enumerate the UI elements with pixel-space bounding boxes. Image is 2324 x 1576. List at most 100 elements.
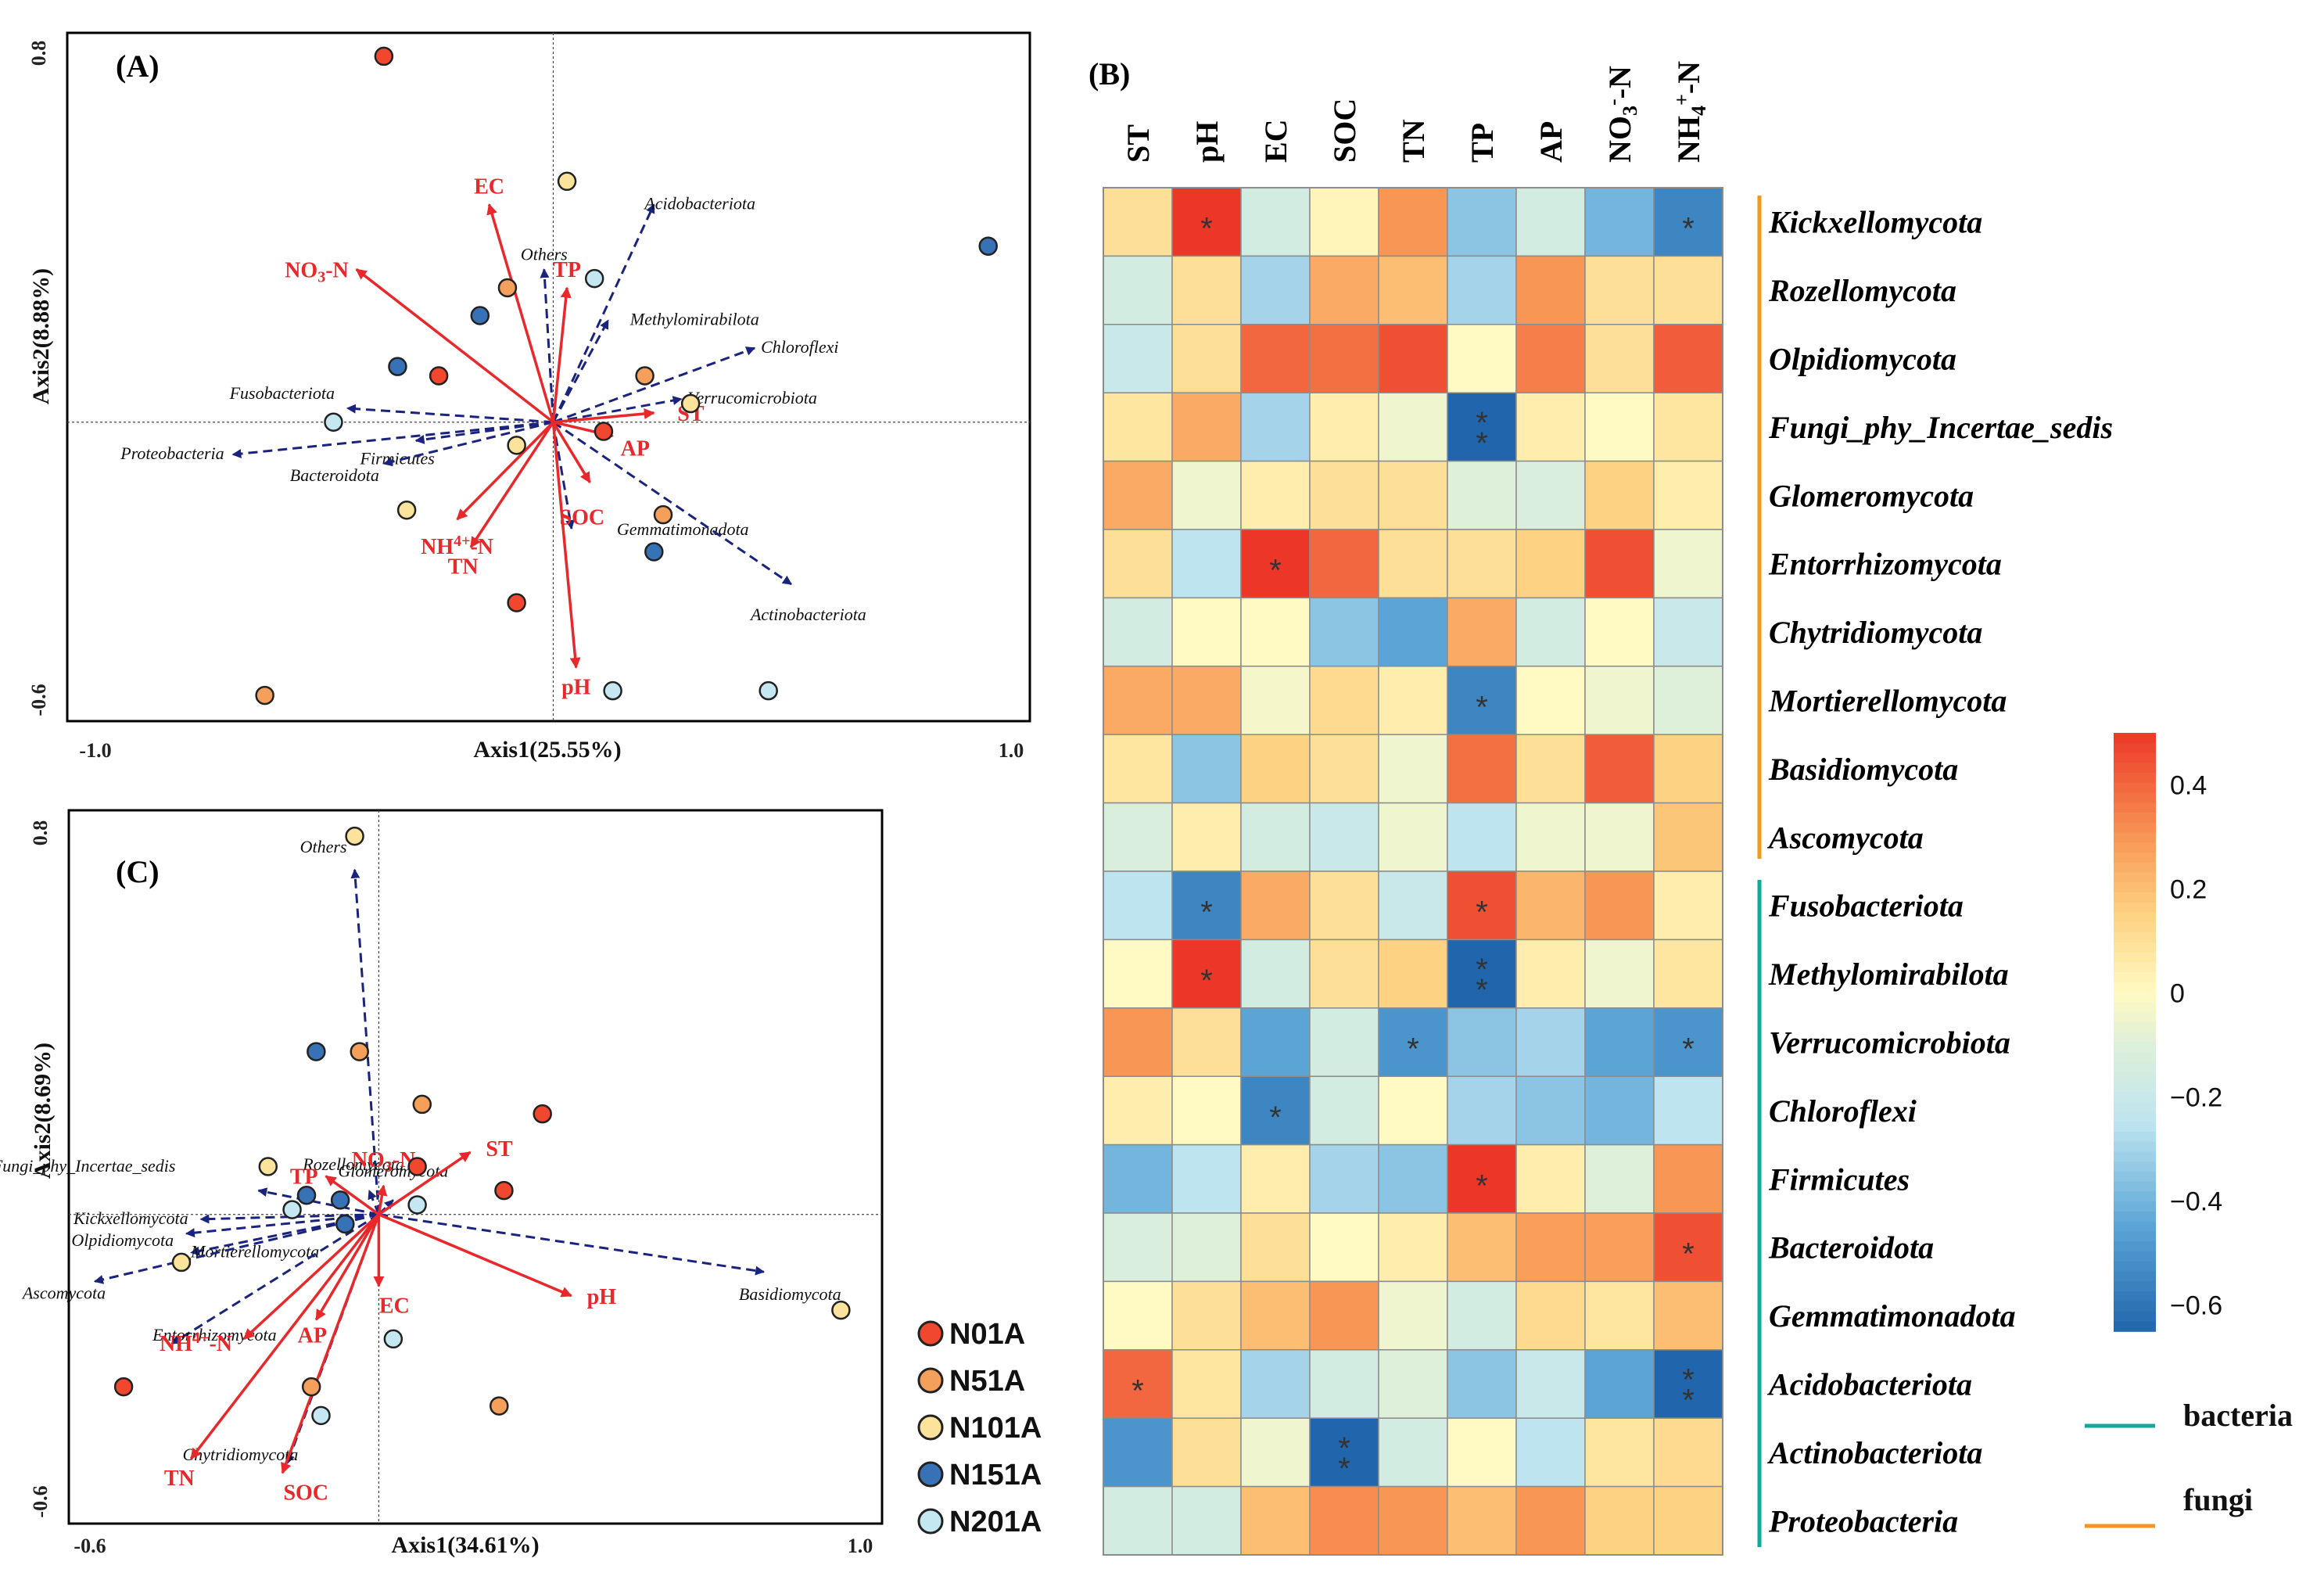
legend-label-n151a: N151A (949, 1459, 1042, 1492)
point-n201a-16 (282, 1200, 302, 1219)
heatmap-cell (1103, 255, 1173, 325)
point-n201a-17 (407, 1195, 427, 1215)
heatmap-cell (1171, 734, 1242, 804)
significance-mark: * (1200, 212, 1213, 246)
heatmap-cell (1240, 187, 1311, 257)
panel-c-ylabel: Axis2(8.69%) (30, 1043, 56, 1179)
heatmap-cell (1171, 597, 1242, 667)
env-vector-st (378, 1151, 472, 1216)
taxa-label-acidobacteriota: Acidobacteriota (643, 193, 755, 213)
heatmap-cell (1171, 255, 1242, 325)
significance-mark: * (1476, 406, 1488, 440)
colorbar-segment (2114, 832, 2156, 844)
heatmap-cell (1240, 1212, 1311, 1283)
legend-label-n101a: N101A (949, 1412, 1042, 1445)
heatmap-cell (1515, 1212, 1586, 1283)
row-label-acidobacteriota: Acidobacteriota (1766, 1367, 1972, 1402)
heatmap-cell (1378, 1417, 1448, 1488)
row-label-entorrhizomycota: Entorrhizomycota (1768, 547, 2002, 582)
heatmap-cell (1240, 1485, 1311, 1556)
colorbar: 0.4 0.2 0 −0.2 −0.4 −0.6 (2114, 733, 2222, 1332)
colorbar-segment (2114, 1101, 2156, 1113)
heatmap-cell (1447, 1143, 1517, 1214)
heatmap-cell (1584, 1280, 1655, 1351)
heatmap-cell (1240, 1280, 1311, 1351)
point-n51a-4 (350, 1042, 369, 1061)
heatmap-cell (1447, 1075, 1517, 1146)
heatmap-cell (1171, 1075, 1242, 1146)
panel-a-xlabel: Axis1(25.55%) (473, 737, 621, 763)
heatmap-cell (1103, 1485, 1173, 1556)
panel-a-frame (66, 31, 1031, 723)
heatmap-cell (1171, 1417, 1242, 1488)
legend-swatch-n201a (917, 1508, 944, 1535)
panel-c: (C) Others Rozellomycota Fungi_phy_Incerta… (0, 809, 884, 1558)
heatmap-cell (1584, 324, 1655, 393)
heatmap-cell (1171, 1349, 1242, 1419)
row-label-glomeromycota: Glomeromycota (1769, 478, 1974, 513)
row-label-olpidiomycota: Olpidiomycota (1769, 342, 1956, 377)
env-label-st: ST (486, 1137, 513, 1161)
colorbar-segment (2114, 912, 2156, 924)
point-n101a-8 (557, 171, 577, 192)
panel-a-label: (A) (116, 48, 160, 84)
panel-a-taxa-vectors: Acidobacteriota Others MethylomirabilotaCh… (120, 193, 866, 624)
heatmap-cell (1515, 392, 1586, 462)
heatmap-cell (1240, 734, 1311, 804)
panel-a-xtick-right: 1.0 (999, 739, 1024, 762)
taxa-label-kickxellomycota: Kickxellomycota (73, 1208, 188, 1228)
env-label-ap: AP (298, 1323, 327, 1348)
heatmap-cell (1240, 666, 1311, 735)
row-label-firmicutes: Firmicutes (1768, 1161, 1910, 1197)
heatmap-cell (1171, 802, 1242, 872)
env-vector-ph (378, 1213, 572, 1298)
taxa-vector-gemmatimonadota (552, 422, 576, 530)
heatmap-cell (1584, 1212, 1655, 1283)
heatmap-cell (1103, 529, 1173, 599)
colorbar-segment (2114, 853, 2156, 863)
point-n01a-2 (507, 593, 526, 612)
heatmap-cell (1378, 324, 1448, 393)
heatmap-cell (1584, 1075, 1655, 1146)
significance-mark: * (1476, 426, 1488, 461)
heatmap-column-labels: ST pH EC SOC TN TP AP NO3--N NH4+-N (1121, 61, 1710, 163)
heatmap-cell (1309, 1143, 1379, 1214)
colorbar-segment (2114, 1241, 2156, 1252)
taxa-label-others: Others (300, 837, 347, 856)
heatmap-cell (1309, 939, 1379, 1009)
heatmap-cell (1309, 666, 1379, 735)
heatmap-cell (1240, 392, 1311, 462)
heatmap-cell (1584, 1417, 1655, 1488)
heatmap-cell (1515, 255, 1586, 325)
taxa-vector-fusobacteriota (346, 404, 554, 424)
significance-mark: * (1682, 1237, 1695, 1272)
heatmap-cell (1309, 1007, 1379, 1077)
taxa-vector-others (540, 268, 554, 422)
panel-c-guides (69, 810, 882, 1524)
point-n101a-11 (396, 500, 417, 520)
taxa-vector-methylomirabilota (552, 319, 610, 423)
taxa-label-glomeromycota: Glomeromycota (338, 1161, 448, 1180)
heatmap-cell (1309, 392, 1379, 462)
heatmap-cell (1584, 1349, 1655, 1419)
legend-swatch-n01a (917, 1320, 944, 1347)
taxa-vector-ascomycota (93, 1213, 379, 1284)
heatmap-cell (1378, 187, 1448, 257)
env-label-ec: EC (474, 174, 504, 199)
heatmap-cell (1447, 529, 1517, 599)
point-n151a-13 (388, 357, 407, 376)
colorbar-segment (2114, 1012, 2156, 1023)
row-label-chloroflexi: Chloroflexi (1769, 1093, 1917, 1129)
colorbar-segment (2114, 1271, 2156, 1283)
point-n01a-1 (407, 1157, 427, 1176)
heatmap-cell (1171, 187, 1242, 257)
panel-c-taxa-vectors: Others Rozellomycota Fungi_phy_Incertae_se… (0, 837, 841, 1465)
heatmap-cell (1653, 1349, 1723, 1419)
point-n201a-19 (759, 680, 778, 701)
heatmap-cell (1103, 666, 1173, 735)
panel-c-env-vectors: NO3-N ST TP EC pH AP NH4+-N TN SOC (160, 1137, 616, 1505)
taxa-label-chloroflexi: Chloroflexi (761, 337, 838, 357)
heatmap-cell (1309, 324, 1379, 393)
heatmap-cell (1447, 324, 1517, 393)
heatmap-cell (1103, 939, 1173, 1009)
